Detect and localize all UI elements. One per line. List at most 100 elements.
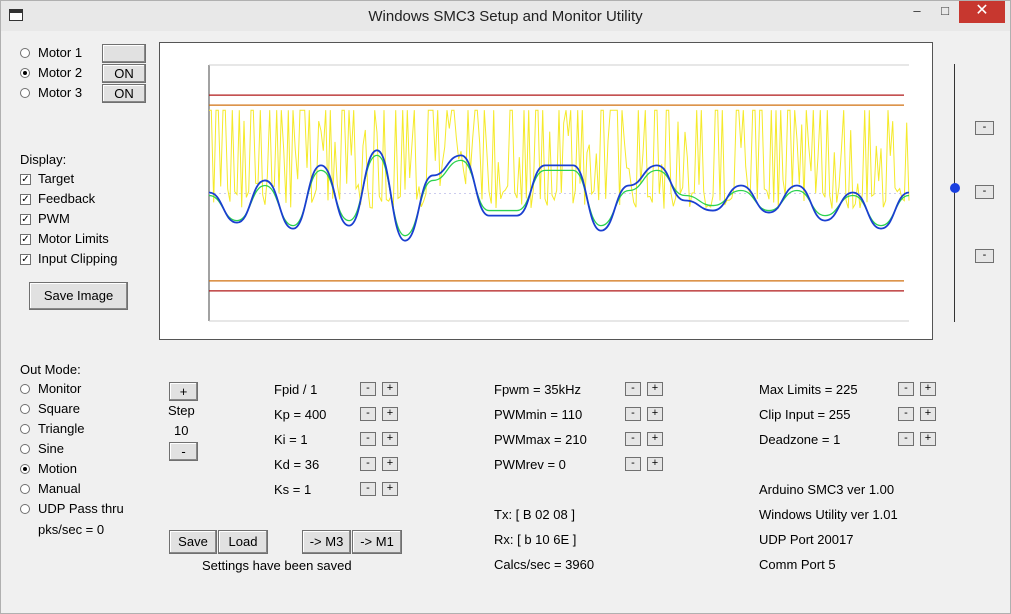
pwmrev-label: PWMrev = 0 xyxy=(494,457,566,472)
sine-radio[interactable] xyxy=(20,444,30,454)
udp-port: UDP Port 20017 xyxy=(759,532,854,547)
input-clipping-checkbox[interactable]: ✓ xyxy=(20,254,31,265)
udp-pass-thru-radio[interactable] xyxy=(20,504,30,514)
fpwm-label: Fpwm = 35kHz xyxy=(494,382,582,397)
window-title: Windows SMC3 Setup and Monitor Utility xyxy=(368,8,643,25)
minimize-button[interactable]: – xyxy=(913,3,921,18)
load-button[interactable]: Load xyxy=(218,530,268,554)
square-radio[interactable] xyxy=(20,404,30,414)
motor-2-radio[interactable] xyxy=(20,68,30,78)
pwm-trace xyxy=(209,109,910,210)
step-value: 10 xyxy=(174,423,189,438)
utility-version: Windows Utility ver 1.01 xyxy=(759,507,898,522)
kp-plus-button[interactable]: + xyxy=(382,407,398,421)
pwmmax-plus-button[interactable]: + xyxy=(647,432,663,446)
copy-to-m1-button[interactable]: -> M1 xyxy=(352,530,402,554)
clip-input-minus-button[interactable]: - xyxy=(898,407,914,421)
fpid-plus-button[interactable]: + xyxy=(382,382,398,396)
ki-plus-button[interactable]: + xyxy=(382,432,398,446)
motor-limits-label: Motor Limits xyxy=(38,231,109,246)
triangle-radio[interactable] xyxy=(20,424,30,434)
kp-label: Kp = 400 xyxy=(274,407,327,422)
pwm-checkbox[interactable]: ✓ xyxy=(20,214,31,225)
pwmmax-minus-button[interactable]: - xyxy=(625,432,641,446)
motor-3-label: Motor 3 xyxy=(38,85,83,100)
pwmmin-plus-button[interactable]: + xyxy=(647,407,663,421)
motion-radio[interactable] xyxy=(20,464,30,474)
copy-to-m3-button[interactable]: -> M3 xyxy=(302,530,351,554)
save-button[interactable]: Save xyxy=(169,530,217,554)
ks-plus-button[interactable]: + xyxy=(382,482,398,496)
position-slider-thumb[interactable] xyxy=(950,183,960,193)
motion-label: Motion xyxy=(38,461,78,476)
ki-label: Ki = 1 xyxy=(274,432,308,447)
monitor-label: Monitor xyxy=(38,381,82,396)
fpid-label: Fpid / 1 xyxy=(274,382,318,397)
pwm-label: PWM xyxy=(38,211,70,226)
monitor-radio[interactable] xyxy=(20,384,30,394)
tx-readout: Tx: [ B 02 08 ] xyxy=(494,507,575,522)
clip-input-label: Clip Input = 255 xyxy=(759,407,851,422)
sine-label: Sine xyxy=(38,441,65,456)
feedback-checkbox[interactable]: ✓ xyxy=(20,194,31,205)
motor-3-state-button[interactable]: ON xyxy=(102,84,146,103)
fpwm-minus-button[interactable]: - xyxy=(625,382,641,396)
feedback-label: Feedback xyxy=(38,191,96,206)
save-image-button[interactable]: Save Image xyxy=(29,282,128,310)
pwmrev-minus-button[interactable]: - xyxy=(625,457,641,471)
deadzone-minus-button[interactable]: - xyxy=(898,432,914,446)
target-label: Target xyxy=(38,171,75,186)
pwmmin-label: PWMmin = 110 xyxy=(494,407,583,422)
settings-status: Settings have been saved xyxy=(202,558,352,573)
ks-minus-button[interactable]: - xyxy=(360,482,376,496)
side-button-bottom[interactable]: - xyxy=(975,249,994,263)
feedback-series-line xyxy=(208,149,910,242)
pwmmax-label: PWMmax = 210 xyxy=(494,432,587,447)
manual-radio[interactable] xyxy=(20,484,30,494)
packets-per-second: pks/sec = 0 xyxy=(38,522,105,537)
motor-1-radio[interactable] xyxy=(20,48,30,58)
title-bar[interactable]: Windows SMC3 Setup and Monitor Utility –… xyxy=(1,1,1010,31)
side-button-middle[interactable]: - xyxy=(975,185,994,199)
motor-1-label: Motor 1 xyxy=(38,45,83,60)
kd-minus-button[interactable]: - xyxy=(360,457,376,471)
max-limits-minus-button[interactable]: - xyxy=(898,382,914,396)
calcs-per-second: Calcs/sec = 3960 xyxy=(494,557,595,572)
fpwm-plus-button[interactable]: + xyxy=(647,382,663,396)
motor-limits-checkbox[interactable]: ✓ xyxy=(20,234,31,245)
pwmmin-minus-button[interactable]: - xyxy=(625,407,641,421)
motor-1-state-button[interactable] xyxy=(102,44,146,63)
clip-input-plus-button[interactable]: + xyxy=(920,407,936,421)
ki-minus-button[interactable]: - xyxy=(360,432,376,446)
arduino-version: Arduino SMC3 ver 1.00 xyxy=(759,482,895,497)
input-clipping-label: Input Clipping xyxy=(38,251,118,266)
side-button-top[interactable]: - xyxy=(975,121,994,135)
kp-minus-button[interactable]: - xyxy=(360,407,376,421)
chart-plot xyxy=(208,64,910,322)
deadzone-plus-button[interactable]: + xyxy=(920,432,936,446)
target-checkbox[interactable]: ✓ xyxy=(20,174,31,185)
step-label: Step xyxy=(168,403,195,418)
close-button[interactable]: ✕ xyxy=(959,1,1005,23)
comm-port: Comm Port 5 xyxy=(759,557,836,572)
udp-pass-thru-label: UDP Pass thru xyxy=(38,501,124,516)
step-increase-button[interactable]: + xyxy=(169,382,198,401)
max-limits-plus-button[interactable]: + xyxy=(920,382,936,396)
fpid-minus-button[interactable]: - xyxy=(360,382,376,396)
rx-readout: Rx: [ b 10 6E ] xyxy=(494,532,577,547)
app-icon xyxy=(9,9,23,21)
maximize-button[interactable]: □ xyxy=(941,3,949,18)
out-mode-heading: Out Mode: xyxy=(20,362,81,377)
motor-3-radio[interactable] xyxy=(20,88,30,98)
display-heading: Display: xyxy=(20,152,67,167)
kd-plus-button[interactable]: + xyxy=(382,457,398,471)
motor-2-state-button[interactable]: ON xyxy=(102,64,146,83)
ks-label: Ks = 1 xyxy=(274,482,312,497)
step-decrease-button[interactable]: - xyxy=(169,442,198,461)
target-series-line xyxy=(208,154,910,237)
manual-label: Manual xyxy=(38,481,81,496)
position-slider-track[interactable] xyxy=(954,64,955,322)
deadzone-label: Deadzone = 1 xyxy=(759,432,841,447)
pwmrev-plus-button[interactable]: + xyxy=(647,457,663,471)
